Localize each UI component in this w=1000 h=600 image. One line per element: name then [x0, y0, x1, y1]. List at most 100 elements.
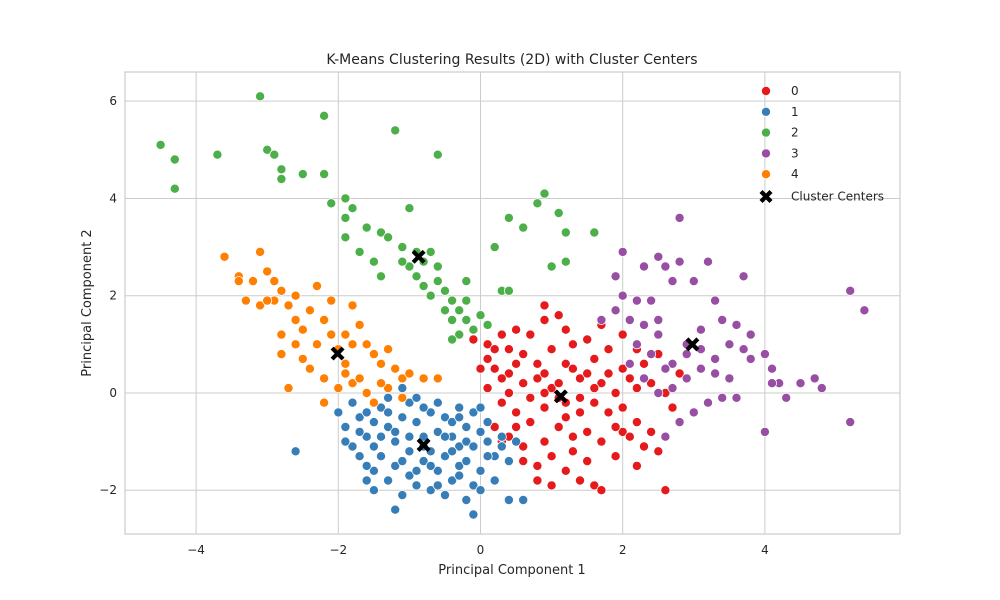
data-point-cluster-0: [596, 485, 607, 496]
data-point-cluster-2: [169, 154, 180, 165]
data-point-cluster-4: [361, 387, 372, 398]
legend-label: 4: [791, 167, 799, 181]
data-point-cluster-3: [667, 358, 678, 369]
legend-label: 3: [791, 146, 799, 160]
data-point-cluster-4: [397, 392, 408, 403]
data-point-cluster-1: [454, 441, 465, 452]
data-point-cluster-0: [532, 460, 543, 471]
data-point-cluster-1: [475, 465, 486, 476]
x-tick-label: 2: [619, 543, 627, 557]
data-point-cluster-4: [347, 339, 358, 350]
data-point-cluster-2: [340, 232, 351, 243]
legend-marker-0: [761, 86, 772, 97]
data-point-cluster-0: [589, 383, 600, 394]
data-point-cluster-1: [475, 485, 486, 496]
data-point-cluster-4: [276, 349, 287, 360]
data-point-cluster-3: [681, 373, 692, 384]
data-point-cluster-2: [589, 227, 600, 238]
data-point-cluster-1: [404, 431, 415, 442]
data-point-cluster-0: [518, 349, 529, 360]
data-point-cluster-0: [553, 378, 564, 389]
data-point-cluster-1: [397, 383, 408, 394]
data-point-cluster-3: [695, 324, 706, 335]
data-point-cluster-4: [269, 276, 280, 287]
data-point-cluster-2: [560, 227, 571, 238]
legend-marker-4: [761, 169, 772, 180]
data-point-cluster-2: [553, 207, 564, 218]
data-point-cluster-1: [447, 475, 458, 486]
data-point-cluster-0: [610, 387, 621, 398]
data-point-cluster-2: [503, 285, 514, 296]
data-point-cluster-3: [724, 373, 735, 384]
data-point-cluster-2: [354, 246, 365, 257]
data-point-cluster-1: [468, 441, 479, 452]
y-tick-label: 2: [109, 289, 117, 303]
legend-marker-3: [761, 148, 772, 159]
legend-marker-2: [761, 127, 772, 138]
data-point-cluster-0: [503, 368, 514, 379]
data-point-cluster-1: [383, 475, 394, 486]
cluster-center-marker: [330, 346, 345, 361]
data-point-cluster-0: [532, 373, 543, 384]
data-point-cluster-0: [596, 436, 607, 447]
data-point-cluster-1: [482, 436, 493, 447]
data-point-cluster-0: [582, 334, 593, 345]
data-point-cluster-0: [518, 378, 529, 389]
plot-frame: [124, 71, 901, 535]
data-point-cluster-0: [468, 334, 479, 345]
data-point-cluster-4: [297, 353, 308, 364]
x-tick-label: −4: [187, 543, 205, 557]
data-point-cluster-1: [340, 436, 351, 447]
data-point-cluster-0: [503, 387, 514, 398]
data-point-cluster-3: [624, 358, 635, 369]
data-point-cluster-1: [489, 475, 500, 486]
data-point-cluster-4: [340, 368, 351, 379]
data-point-cluster-4: [255, 300, 266, 311]
data-point-cluster-4: [262, 266, 273, 277]
data-point-cluster-1: [347, 441, 358, 452]
data-point-cluster-1: [475, 402, 486, 413]
data-point-cluster-3: [653, 329, 664, 340]
data-point-cluster-0: [582, 426, 593, 437]
legend: 0 1 2 3 4 Cluster Centers: [759, 84, 884, 204]
data-point-cluster-1: [368, 485, 379, 496]
data-point-cluster-0: [518, 441, 529, 452]
data-point-cluster-4: [247, 276, 258, 287]
data-point-cluster-0: [482, 353, 493, 364]
data-point-cluster-2: [411, 271, 422, 282]
data-point-cluster-3: [695, 363, 706, 374]
data-point-cluster-3: [845, 417, 856, 428]
data-point-cluster-0: [553, 421, 564, 432]
data-point-cluster-0: [639, 358, 650, 369]
data-point-cluster-3: [639, 261, 650, 272]
data-point-cluster-0: [567, 446, 578, 457]
data-point-cluster-1: [397, 412, 408, 423]
y-tick-label: 0: [109, 386, 117, 400]
data-point-cluster-2: [397, 242, 408, 253]
data-point-cluster-2: [390, 125, 401, 136]
data-point-cluster-3: [809, 373, 820, 384]
data-point-cluster-3: [646, 349, 657, 360]
data-point-cluster-0: [603, 407, 614, 418]
data-point-cluster-0: [475, 363, 486, 374]
cluster-center-marker: [685, 337, 700, 352]
data-point-cluster-2: [375, 271, 386, 282]
data-point-cluster-1: [439, 412, 450, 423]
data-point-cluster-0: [511, 358, 522, 369]
data-point-cluster-3: [767, 363, 778, 374]
data-point-cluster-2: [468, 324, 479, 335]
legend-marker-cluster-centers: [759, 190, 773, 203]
data-point-cluster-0: [631, 383, 642, 394]
data-point-cluster-0: [589, 353, 600, 364]
data-point-cluster-0: [582, 456, 593, 467]
data-point-cluster-4: [340, 329, 351, 340]
data-point-cluster-3: [731, 319, 742, 330]
data-point-cluster-3: [660, 431, 671, 442]
data-point-cluster-1: [361, 475, 372, 486]
data-point-cluster-1: [496, 431, 507, 442]
data-point-cluster-4: [404, 368, 415, 379]
data-point-cluster-2: [425, 290, 436, 301]
data-point-cluster-0: [575, 392, 586, 403]
data-point-cluster-1: [418, 402, 429, 413]
data-point-cluster-1: [418, 456, 429, 467]
